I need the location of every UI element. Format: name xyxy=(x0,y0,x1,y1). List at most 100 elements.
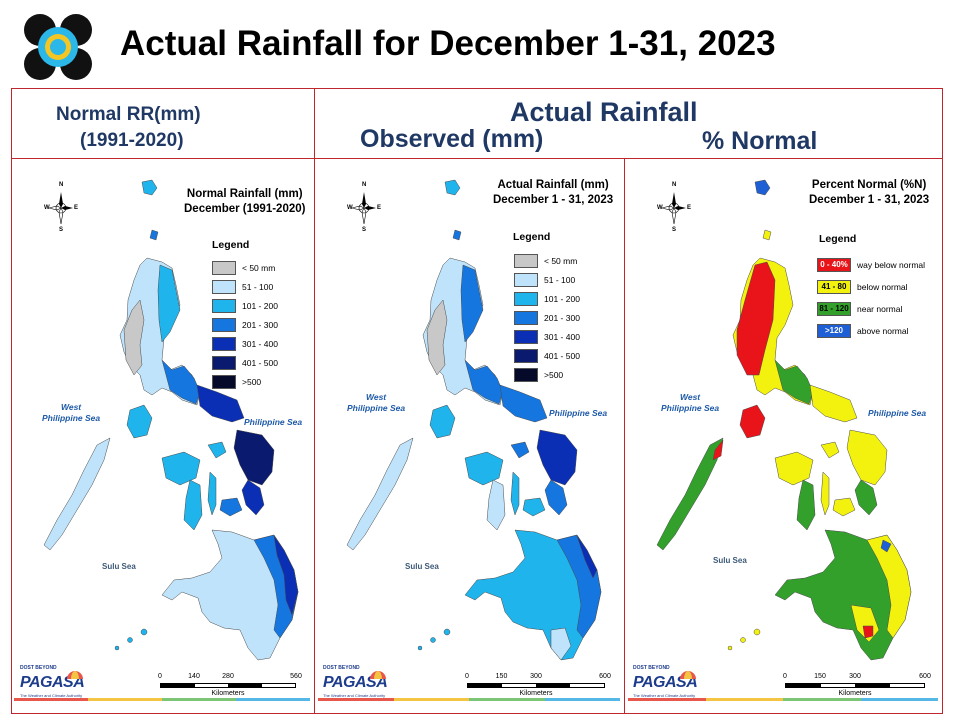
legend-swatch: 81 - 120 xyxy=(817,301,851,316)
legend-label: >500 xyxy=(544,369,564,380)
map-title: Percent Normal (%N) December 1 - 31, 202… xyxy=(809,178,929,208)
footer-stripe xyxy=(628,698,938,701)
stripe-segment xyxy=(705,698,783,701)
sea-label-line2: Philippine Sea xyxy=(347,403,406,413)
legend-swatch xyxy=(212,317,236,332)
philippine-sea-label: Philippine Sea xyxy=(244,417,303,427)
header-divider xyxy=(11,158,943,159)
legend-label: >500 xyxy=(242,376,262,387)
scale-bar: 0 140 280 560 Kilometers xyxy=(158,673,302,703)
scale-tick-label: 600 xyxy=(919,673,931,680)
brand-tagline: The Weather and Climate Authority xyxy=(633,693,696,698)
legend-item: 301 - 400 xyxy=(212,336,278,351)
legend-label: 51 - 100 xyxy=(544,274,576,285)
legend-label: 201 - 300 xyxy=(544,312,580,323)
legend-label: 101 - 200 xyxy=(544,293,580,304)
observed-header: Observed (mm) xyxy=(360,125,544,153)
umbrella-icon xyxy=(680,671,696,679)
sea-label-line2: Philippine Sea xyxy=(42,413,101,423)
compass-rose: N S W E xyxy=(657,180,691,236)
normal-rainfall-map xyxy=(43,179,299,661)
legend-label: 301 - 400 xyxy=(544,331,580,342)
legend-item: 41 - 80 below normal xyxy=(817,279,908,294)
philippine-sea-label: Philippine Sea xyxy=(868,408,927,418)
scale-ticks: 0 150 300 600 xyxy=(783,673,931,681)
stripe-segment xyxy=(393,698,469,701)
scale-tick-label: 0 xyxy=(465,673,469,680)
map-title-line2: December 1 - 31, 2023 xyxy=(493,194,614,206)
sulu-sea-label: Sulu Sea xyxy=(713,556,747,565)
legend-swatch xyxy=(514,291,538,306)
legend-item: 101 - 200 xyxy=(212,298,278,313)
legend-swatch xyxy=(212,374,236,389)
legend-swatch: 41 - 80 xyxy=(817,279,851,294)
panel-divider-2 xyxy=(624,158,625,714)
scale-unit: Kilometers xyxy=(519,690,553,697)
normal-rainfall-map-panel: N S W E Normal Rainfall (mm) December (1… xyxy=(12,160,314,713)
legend-label: 401 - 500 xyxy=(544,350,580,361)
map-title-line1: Actual Rainfall (mm) xyxy=(497,179,609,191)
header-column-divider xyxy=(314,88,315,159)
compass-icon xyxy=(661,192,686,225)
map-title: Actual Rainfall (mm) December 1 - 31, 20… xyxy=(493,178,613,208)
legend-swatch xyxy=(212,355,236,370)
stripe-segment xyxy=(628,698,706,701)
compass-s-label: S xyxy=(362,227,367,233)
legend-label: 51 - 100 xyxy=(242,281,274,292)
pagasa-brand-logo: DOST BEYOND PAGASA The Weather and Clima… xyxy=(18,665,86,703)
percent-normal-map-panel: N S W E Percent Normal (%N) December 1 -… xyxy=(625,160,942,713)
content-frame xyxy=(11,88,943,714)
legend-label: above normal xyxy=(857,325,909,336)
legend-label: 301 - 400 xyxy=(242,338,278,349)
scale-tick-label: 560 xyxy=(290,673,302,680)
percent-normal-map xyxy=(656,179,912,661)
legend-item: 51 - 100 xyxy=(514,272,575,287)
scale-tick-label: 600 xyxy=(599,673,611,680)
sulu-sea-label: Sulu Sea xyxy=(405,562,439,571)
philippine-sea-label: Philippine Sea xyxy=(549,408,608,418)
panel-divider-1 xyxy=(314,158,315,714)
scale-tick-label: 0 xyxy=(783,673,787,680)
compass-n-label: N xyxy=(362,182,367,188)
compass-n-label: N xyxy=(672,182,677,188)
legend-item: >120 above normal xyxy=(817,323,909,338)
scale-ticks: 0 150 300 600 xyxy=(465,673,611,681)
footer-stripe xyxy=(318,698,620,701)
compass-rose: N S W E xyxy=(44,180,78,236)
compass-w-label: W xyxy=(44,205,50,211)
compass-icon xyxy=(351,192,376,225)
scale-unit: Kilometers xyxy=(211,690,245,697)
sea-label-line2: Philippine Sea xyxy=(661,403,720,413)
legend-item: 81 - 120 near normal xyxy=(817,301,902,316)
brand-tagline: The Weather and Climate Authority xyxy=(20,693,83,698)
compass-s-label: S xyxy=(59,227,64,233)
legend-title: Legend xyxy=(513,231,551,243)
scale-bar-graphic xyxy=(785,683,925,688)
legend-swatch xyxy=(514,367,538,382)
compass-n-label: N xyxy=(59,182,64,188)
legend-item: >500 xyxy=(212,374,261,389)
legend-swatch xyxy=(514,348,538,363)
legend-swatch xyxy=(212,260,236,275)
actual-rainfall-header: Actual Rainfall xyxy=(510,97,698,127)
legend-item: 201 - 300 xyxy=(514,310,580,325)
stripe-segment xyxy=(469,698,545,701)
compass-w-label: W xyxy=(657,205,663,211)
stripe-segment xyxy=(783,698,861,701)
legend-swatch xyxy=(514,272,538,287)
stripe-segment xyxy=(14,698,88,701)
percent-normal-header: % Normal xyxy=(702,127,818,155)
stripe-segment xyxy=(162,698,236,701)
map-title-line1: Percent Normal (%N) xyxy=(811,179,927,191)
stripe-segment xyxy=(88,698,162,701)
legend-swatch xyxy=(212,279,236,294)
legend-label: 201 - 300 xyxy=(242,319,278,330)
observed-rainfall-map-panel: N S W E Actual Rainfall (mm) December 1 … xyxy=(315,160,624,713)
legend-item: 0 - 40% way below normal xyxy=(817,257,925,272)
legend-swatch: >120 xyxy=(817,323,851,338)
scale-tick-label: 300 xyxy=(849,673,861,680)
normal-header-line2: (1991-2020) xyxy=(80,130,184,151)
legend-item: 51 - 100 xyxy=(212,279,273,294)
legend-label: 101 - 200 xyxy=(242,300,278,311)
footer-stripe xyxy=(14,698,310,701)
